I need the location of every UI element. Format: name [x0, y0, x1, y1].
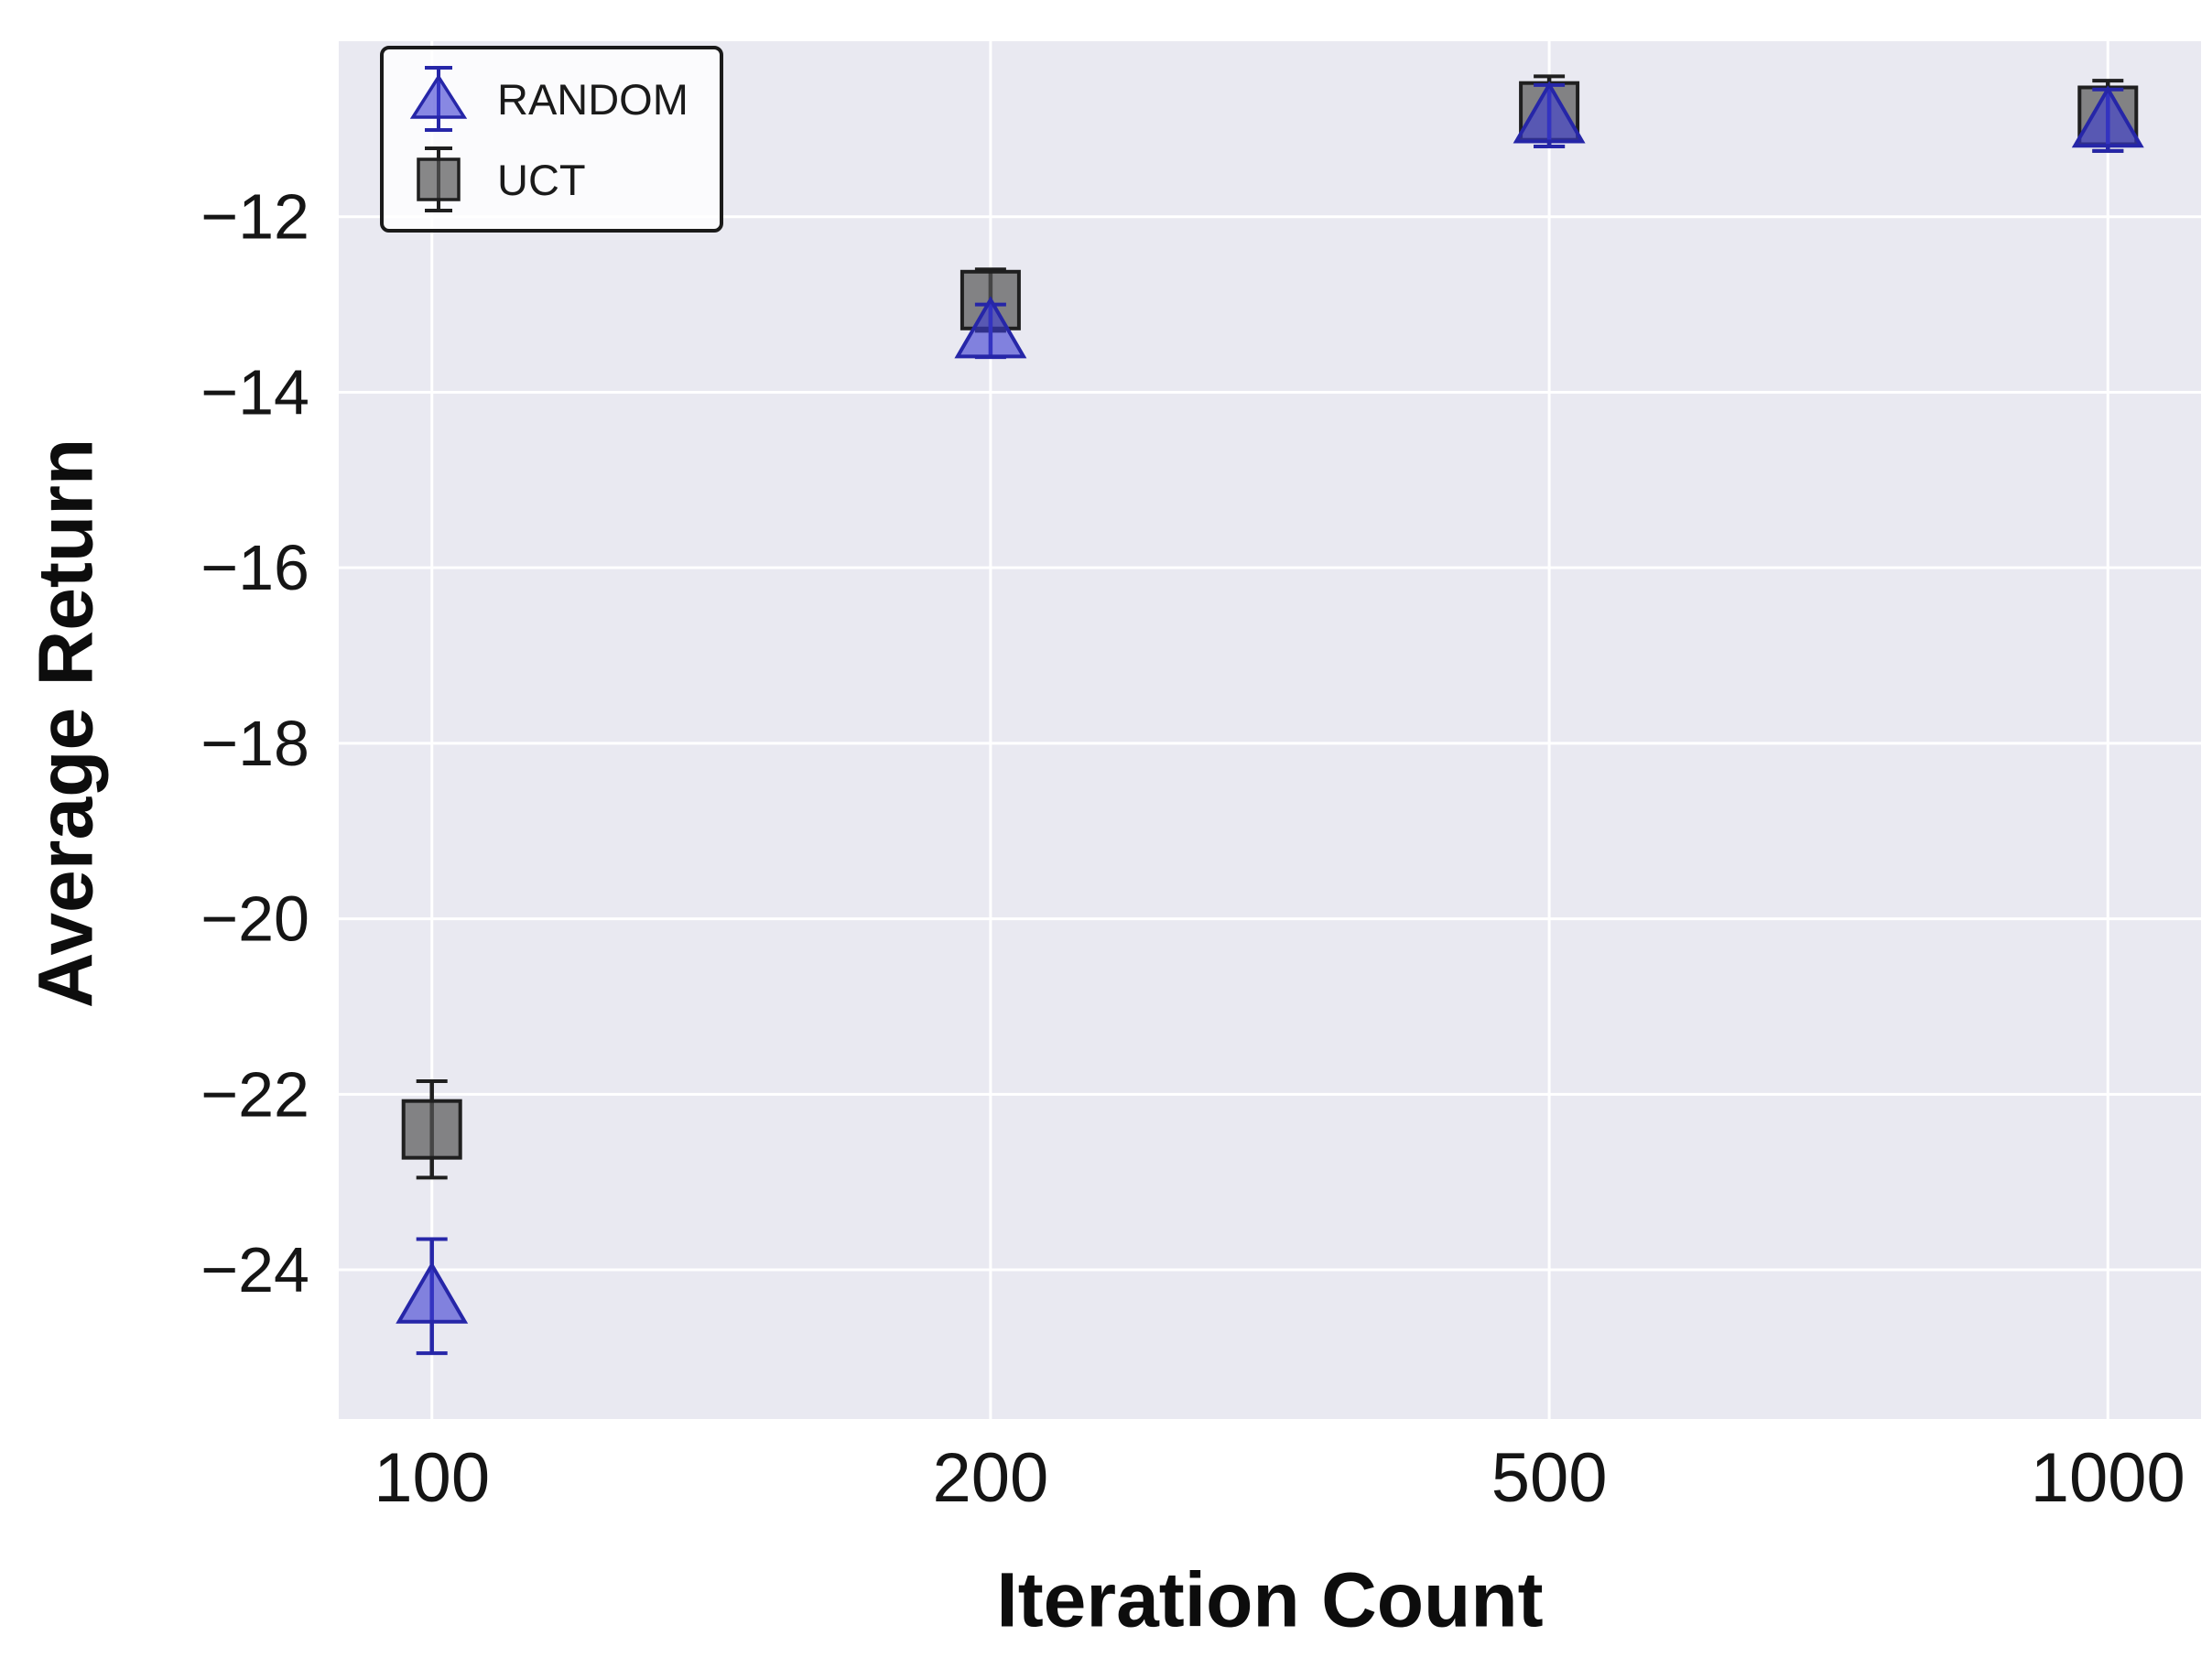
legend-item-random: RANDOM — [400, 60, 689, 137]
plot-background — [339, 41, 2201, 1419]
marker-random — [954, 296, 1027, 359]
y-tick-label: −20 — [201, 883, 309, 955]
x-axis-label: Iteration Count — [996, 1556, 1544, 1643]
y-tick-label: −24 — [201, 1234, 309, 1305]
y-tick-label: −12 — [201, 181, 309, 253]
legend-item-uct: UCT — [400, 141, 689, 218]
marker-random — [2071, 85, 2144, 148]
legend: RANDOM UCT — [380, 46, 723, 233]
random-errorbar-triangle-icon — [409, 66, 468, 132]
uct-errorbar-square-icon — [417, 146, 461, 212]
legend-label-random: RANDOM — [497, 74, 689, 124]
y-axis-label: Average Return — [22, 438, 109, 1009]
x-tick-label: 100 — [374, 1439, 490, 1517]
y-tick-label: −22 — [201, 1058, 309, 1130]
y-tick-label: −14 — [201, 356, 309, 428]
marker-random — [1513, 81, 1586, 144]
marker-random — [396, 1261, 469, 1324]
x-tick-label: 500 — [1491, 1439, 1608, 1517]
x-tick-label: 200 — [932, 1439, 1048, 1517]
y-tick-label: −18 — [201, 708, 309, 779]
legend-label-uct: UCT — [497, 155, 586, 204]
y-tick-label: −16 — [201, 532, 309, 603]
x-tick-label: 1000 — [2031, 1439, 2185, 1517]
marker-uct — [401, 1099, 462, 1160]
